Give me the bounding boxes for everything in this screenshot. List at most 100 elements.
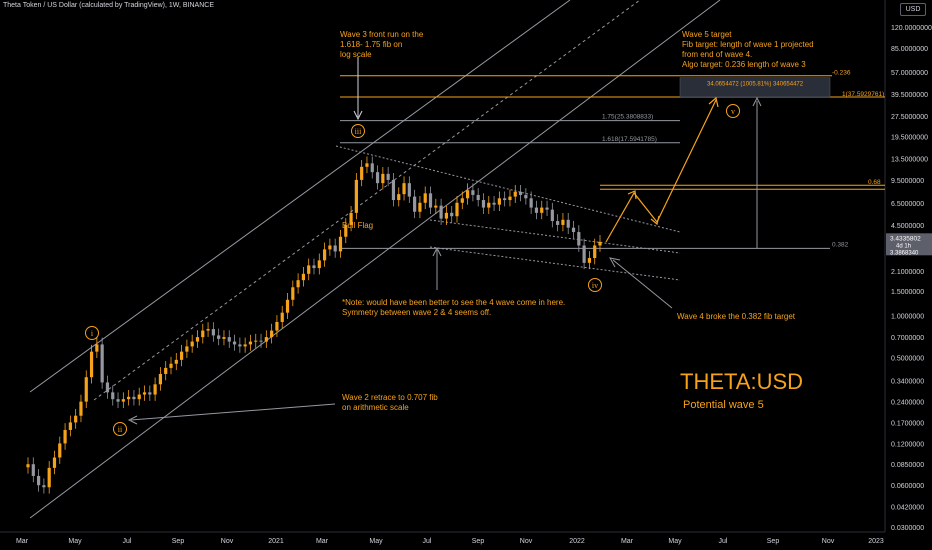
candle-body <box>211 329 215 336</box>
candle-body <box>254 340 258 342</box>
candle-body <box>593 245 597 259</box>
candle-body <box>206 329 210 331</box>
time-tick-label: Jul <box>719 538 728 545</box>
wave-circle <box>588 278 602 292</box>
wave-circle <box>351 124 365 138</box>
candle-body <box>201 330 205 338</box>
candle-body <box>280 312 284 322</box>
candle-body <box>100 344 104 383</box>
time-tick-label: Nov <box>822 538 835 545</box>
candle-body <box>497 198 501 205</box>
trend-channels <box>29 0 721 519</box>
low-price-value: 3.3868340 <box>890 250 919 256</box>
candle-body <box>132 396 136 400</box>
candle-body <box>428 193 433 208</box>
arrow-head <box>752 96 762 107</box>
candle-body <box>153 384 157 395</box>
candle-body <box>455 202 459 217</box>
candle-body <box>550 209 554 222</box>
candle-body <box>42 485 46 488</box>
arrow-head <box>609 257 621 268</box>
price-tick-label: 0.0420000 <box>891 505 924 512</box>
candle-body <box>68 422 72 430</box>
time-axis: Mar May Jul Sep Nov 2021 Mar May Jul Sep Nov 2022 Ma… <box>16 538 884 545</box>
candle-body <box>391 179 396 201</box>
candle-body <box>561 219 565 225</box>
candle-body <box>402 183 406 195</box>
price-tick-label: 6.5000000 <box>891 201 924 208</box>
time-tick-label: 2021 <box>268 538 284 545</box>
candle-body <box>227 337 231 342</box>
price-tick-label: 0.5000000 <box>891 355 924 362</box>
candle-body <box>232 341 237 345</box>
candle-body <box>26 464 30 468</box>
candle-body <box>111 392 115 400</box>
candle-body <box>243 344 247 347</box>
wave4-note: Wave 4 broke the 0.382 fib target <box>677 312 795 321</box>
candle-body <box>275 321 279 331</box>
target-level-label: 1(37.5929761) <box>842 91 884 98</box>
candle-body <box>481 200 486 208</box>
candle-body <box>518 191 523 195</box>
currency-button[interactable]: USD <box>900 3 926 16</box>
candle-body <box>375 172 380 184</box>
arrow-head <box>627 190 637 200</box>
candle-body <box>471 190 475 195</box>
candle-body <box>89 351 94 378</box>
price-tick-label: 0.0850000 <box>891 462 924 469</box>
candle-body <box>338 236 343 252</box>
price-tick-label: 0.0600000 <box>891 483 924 490</box>
price-tick-label: 27.5000000 <box>891 114 928 121</box>
time-tick-label: Jul <box>123 538 132 545</box>
price-tick-label: 0.2400000 <box>891 400 924 407</box>
price-tick-label: 13.5000000 <box>891 157 928 164</box>
projected-wave-path <box>605 99 717 243</box>
candle-body <box>52 457 57 468</box>
candle-body <box>360 166 364 180</box>
candle-body <box>317 260 321 269</box>
candle-body <box>291 287 295 300</box>
annotation-arrow <box>130 403 336 421</box>
candle-body <box>534 207 539 213</box>
target-box-label: 34.0654472 (1005.81%) 340654472 <box>707 82 804 88</box>
wave-label: iv <box>592 281 598 290</box>
arrow-head <box>708 96 719 108</box>
candle-body <box>116 399 120 402</box>
candle-body <box>407 183 411 197</box>
price-tick-label: 0.3400000 <box>891 379 924 386</box>
wave-label: v <box>731 107 735 116</box>
candle-body <box>397 194 401 201</box>
price-tick-label: 39.5000000 <box>891 92 928 99</box>
candle-body <box>492 202 496 205</box>
candle-body <box>174 359 178 364</box>
candle-body <box>142 392 147 395</box>
wave-label: ii <box>118 425 123 434</box>
channel-line <box>29 0 721 519</box>
time-tick-label: Sep <box>767 538 780 545</box>
time-tick-label: Nov <box>221 538 234 545</box>
price-tick-label: 1.0000000 <box>891 314 924 321</box>
candle-body <box>365 163 369 167</box>
candle-body <box>598 241 602 246</box>
wave-label: iii <box>355 127 362 136</box>
candle-body <box>349 212 353 225</box>
candle-body <box>58 443 62 458</box>
candle-body <box>370 163 374 173</box>
candle-body <box>137 394 141 400</box>
candle-body <box>328 245 332 250</box>
candle-body <box>185 346 189 352</box>
candle-body <box>95 344 99 352</box>
candle-body <box>444 212 449 219</box>
price-tick-label: 120.0000000 <box>891 25 932 32</box>
arrow-head <box>650 215 660 226</box>
fib-level-label: 1.75(25.3808833) <box>602 114 653 121</box>
time-tick-label: Jul <box>423 538 432 545</box>
channel-line <box>93 0 641 401</box>
candle-body <box>386 173 390 180</box>
chart-grid <box>0 0 886 533</box>
candle-body <box>301 273 306 281</box>
candle-body <box>36 475 41 486</box>
candle-body <box>460 198 464 203</box>
